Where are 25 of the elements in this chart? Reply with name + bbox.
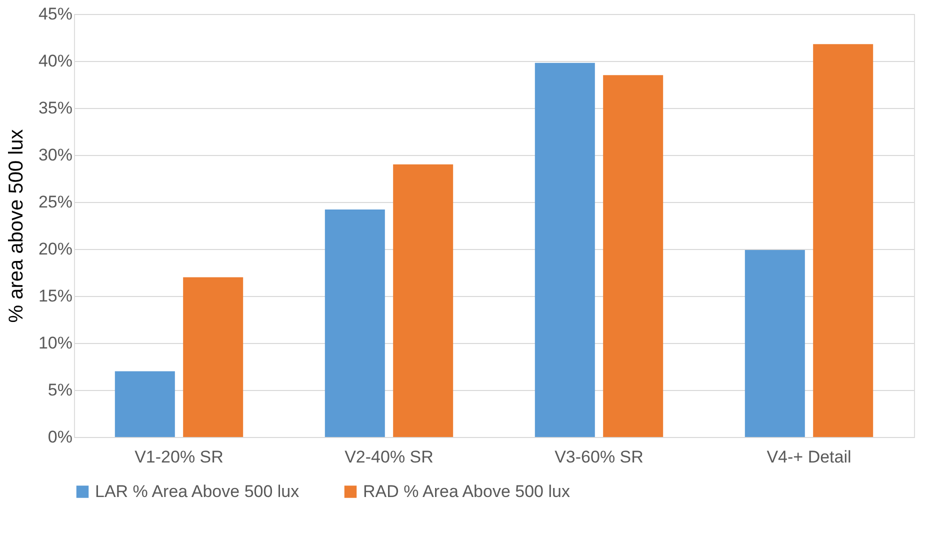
x-tick-label: V3-60% SR: [554, 448, 644, 466]
y-tick-label: 15%: [38, 286, 72, 306]
y-tick-label: 20%: [38, 240, 72, 258]
y-tick-label: 0%: [48, 428, 72, 446]
y-tick-label: 25%: [38, 192, 72, 212]
y-tick-label: 35%: [38, 98, 72, 118]
legend-label: RAD % Area Above 500 lux: [363, 482, 570, 501]
y-tick-label: 30%: [38, 146, 72, 164]
bar: [534, 62, 595, 437]
x-tick-label: V4-+ Detail: [766, 448, 852, 466]
bar: [603, 75, 664, 437]
x-tick-label: V2-40% SR: [344, 448, 434, 466]
x-tick-label: V1-20% SR: [134, 448, 224, 466]
y-axis-title: % area above 500 lux: [5, 129, 28, 323]
bar: [324, 210, 385, 437]
bar: [813, 44, 874, 437]
y-tick-label: 10%: [38, 334, 72, 352]
legend-label: LAR % Area Above 500 lux: [95, 482, 300, 501]
bar: [114, 371, 175, 437]
y-tick-label: 40%: [38, 52, 72, 70]
y-tick-label: 45%: [38, 4, 72, 24]
y-tick-label: 5%: [48, 380, 72, 400]
bar: [744, 250, 805, 437]
bar: [183, 277, 244, 437]
bar: [393, 164, 454, 437]
